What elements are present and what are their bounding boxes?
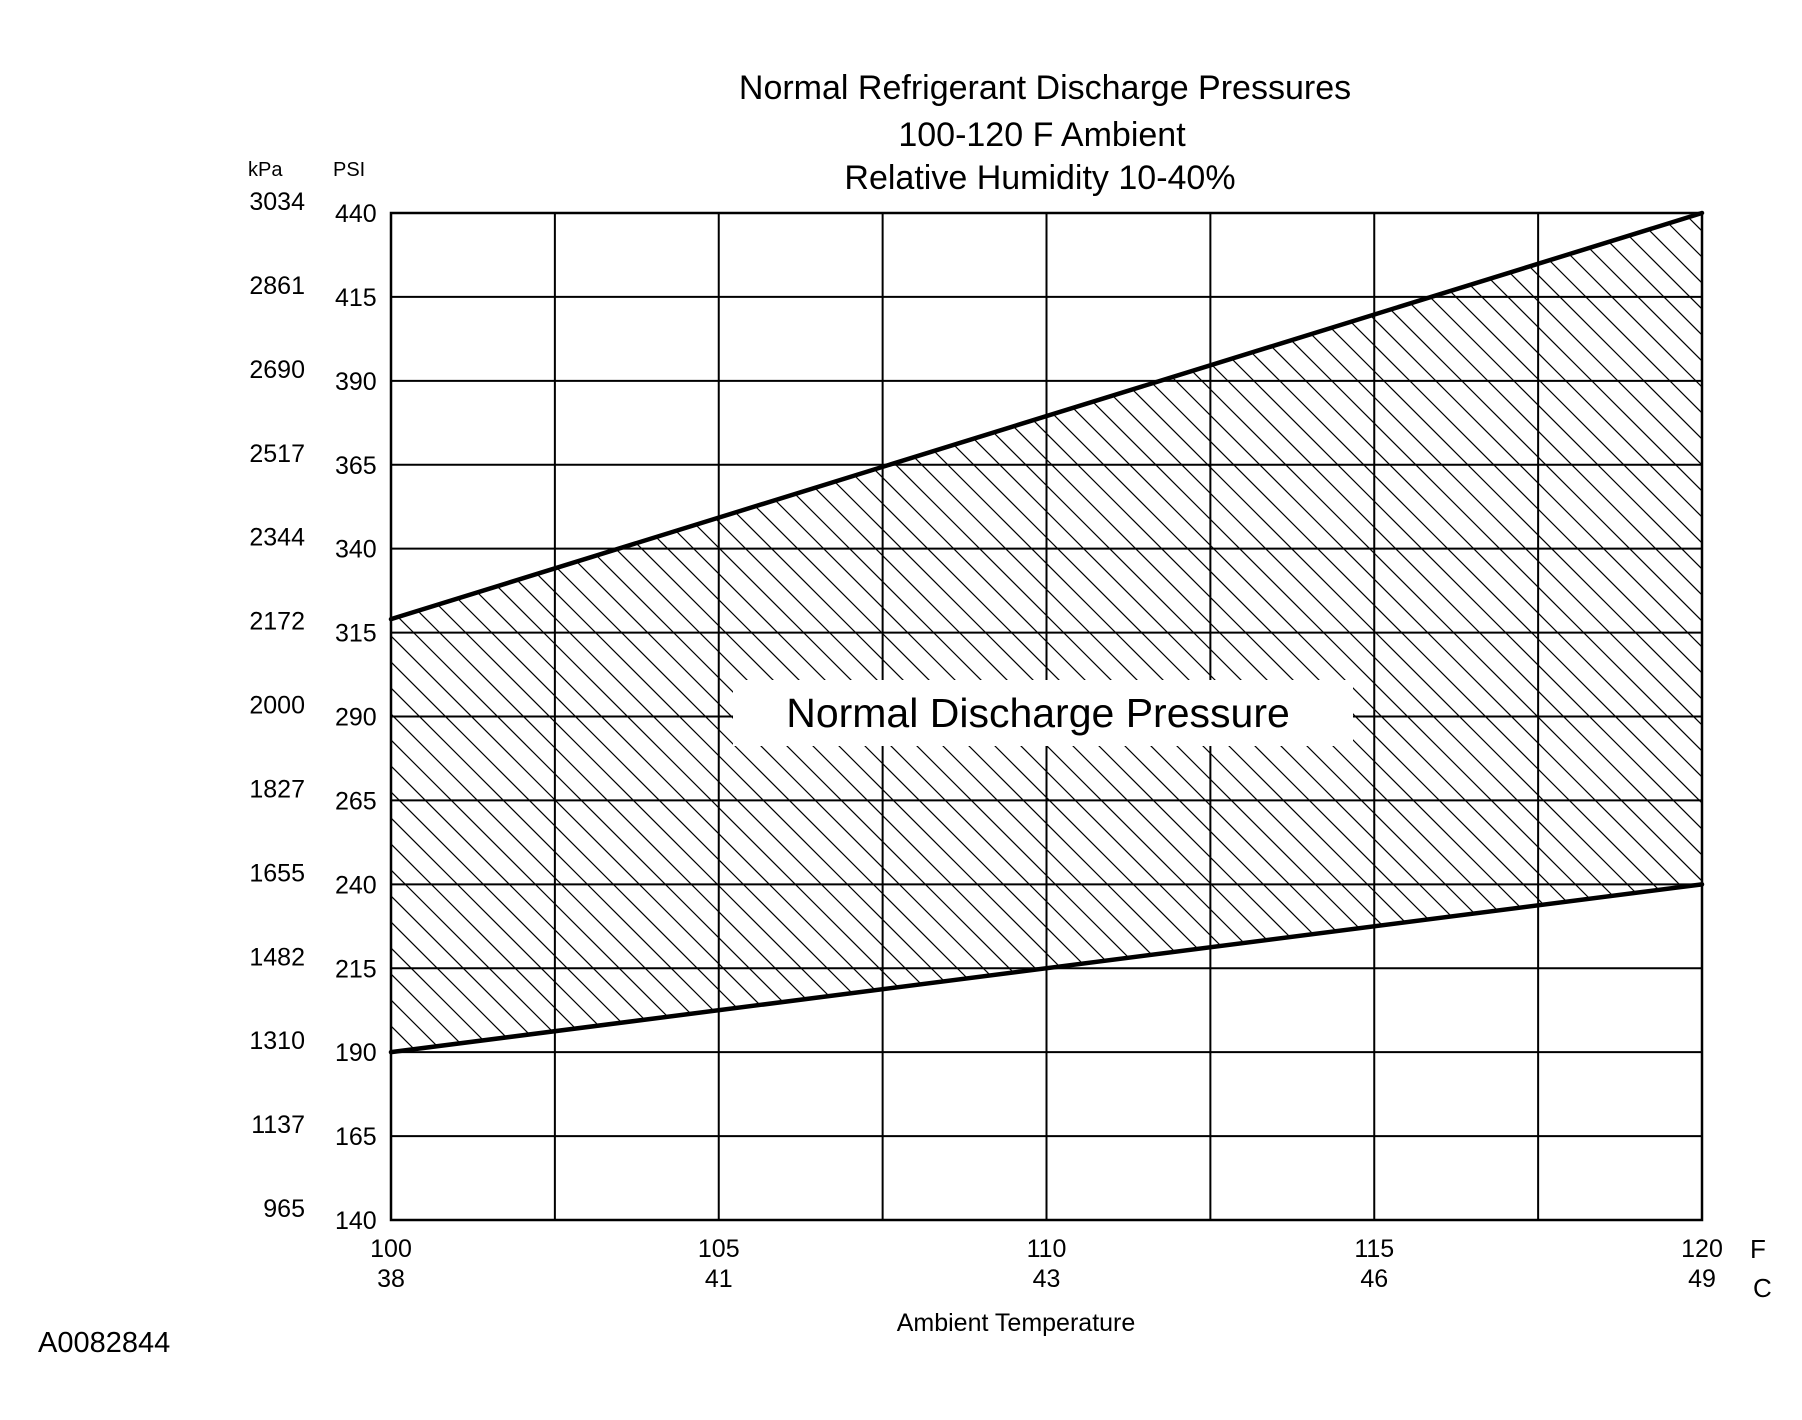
x-primary-unit-label: F [1750,1234,1766,1264]
y-tick-psi-340: 340 [335,536,377,564]
y-tick-kpa-2861: 2861 [249,272,305,300]
x-tick-f-120: 120 [1681,1235,1723,1263]
lower-limit-line [388,882,1705,1055]
y-tick-psi-140: 140 [335,1207,377,1235]
y-tick-kpa-1655: 1655 [249,859,305,887]
y-tick-psi-365: 365 [335,452,377,480]
y-tick-psi-190: 190 [335,1039,377,1067]
y-tick-psi-215: 215 [335,955,377,983]
x-tick-c-43: 43 [1033,1265,1061,1293]
upper-limit-line [388,210,1705,622]
x-tick-f-110: 110 [1027,1235,1067,1263]
plot-frame [389,211,1704,1222]
region-label-background [733,680,1353,746]
y-tick-kpa-965: 965 [263,1195,305,1223]
y-tick-kpa-1310: 1310 [249,1027,305,1055]
y-tick-psi-415: 415 [335,284,377,312]
x-tick-c-38: 38 [377,1265,405,1293]
y-tick-kpa-2344: 2344 [249,524,305,552]
y-tick-kpa-2690: 2690 [249,356,305,384]
y-tick-kpa-1482: 1482 [249,943,305,971]
chart-title-line-1: Normal Refrigerant Discharge Pressures [739,69,1351,107]
x-tick-f-105: 105 [698,1235,740,1263]
region-label: Normal Discharge Pressure [786,690,1290,736]
y-tick-kpa-2172: 2172 [249,608,305,636]
y-tick-kpa-1827: 1827 [249,775,305,803]
y-tick-kpa-1137: 1137 [251,1111,305,1139]
x-tick-f-115: 115 [1354,1235,1394,1263]
x-tick-c-41: 41 [705,1265,733,1293]
hatch-line [391,213,456,1053]
y-tick-kpa-2000: 2000 [249,692,305,720]
y-tick-psi-315: 315 [335,620,377,648]
x-axis-label: Ambient Temperature [897,1309,1136,1337]
x-tick-c-46: 46 [1360,1265,1388,1293]
y-tick-psi-265: 265 [335,787,377,815]
y-secondary-unit-label: kPa [248,159,283,181]
y-tick-psi-440: 440 [335,200,377,228]
y-tick-psi-290: 290 [335,704,377,732]
y-tick-psi-390: 390 [335,368,377,396]
chart-title-line-2: 100-120 F Ambient [898,116,1186,154]
hatch-line [1736,213,1802,1220]
y-tick-psi-165: 165 [335,1123,377,1151]
x-tick-c-49: 49 [1688,1265,1716,1293]
boundary-lines [388,210,1705,1055]
y-tick-psi-240: 240 [335,871,377,899]
hatch-line [0,213,377,1220]
y-primary-unit-label: PSI [333,159,365,181]
hatch-line [1710,213,1802,1220]
x-secondary-unit-label: C [1753,1273,1772,1303]
y-tick-labels: 440 3034 415 2861 390 2690 365 2517 340 2344 315 21… [249,188,376,1235]
chart-title-line-3: Relative Humidity 10-40% [844,159,1235,197]
y-tick-kpa-2517: 2517 [249,440,305,468]
x-tick-f-100: 100 [370,1235,412,1263]
figure-code: A0082844 [38,1327,170,1359]
y-tick-kpa-3034: 3034 [249,188,305,216]
